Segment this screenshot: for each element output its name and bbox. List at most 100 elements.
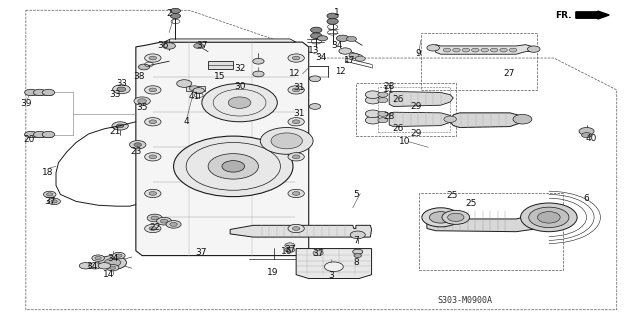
Text: 19: 19 xyxy=(266,268,278,277)
Circle shape xyxy=(346,36,357,42)
Circle shape xyxy=(285,247,295,252)
Circle shape xyxy=(92,255,105,261)
Circle shape xyxy=(208,154,258,179)
Text: 16: 16 xyxy=(281,247,292,256)
Text: 21: 21 xyxy=(110,127,121,136)
Circle shape xyxy=(448,213,464,221)
Circle shape xyxy=(110,266,116,269)
Circle shape xyxy=(529,207,569,228)
Circle shape xyxy=(339,48,352,54)
Circle shape xyxy=(145,153,161,161)
Bar xyxy=(356,83,457,136)
Circle shape xyxy=(189,86,199,91)
Circle shape xyxy=(25,89,37,96)
Circle shape xyxy=(149,88,157,92)
Circle shape xyxy=(33,131,46,138)
Circle shape xyxy=(145,118,161,126)
Circle shape xyxy=(336,35,349,42)
Circle shape xyxy=(354,254,362,258)
Text: 41: 41 xyxy=(188,92,200,101)
Circle shape xyxy=(42,89,55,96)
Bar xyxy=(208,61,233,69)
Circle shape xyxy=(171,8,180,13)
Circle shape xyxy=(327,13,338,19)
Circle shape xyxy=(353,249,363,254)
Circle shape xyxy=(149,120,157,124)
Circle shape xyxy=(292,88,300,92)
Text: 23: 23 xyxy=(130,147,142,156)
Circle shape xyxy=(157,217,172,225)
Text: 33: 33 xyxy=(116,79,127,88)
Text: 22: 22 xyxy=(149,223,160,232)
Circle shape xyxy=(112,122,129,130)
Circle shape xyxy=(139,64,150,70)
Circle shape xyxy=(365,91,381,99)
Circle shape xyxy=(471,48,479,52)
Circle shape xyxy=(147,214,163,222)
Circle shape xyxy=(117,124,124,128)
Circle shape xyxy=(138,99,147,103)
Text: 14: 14 xyxy=(103,269,115,279)
Circle shape xyxy=(193,44,203,49)
Text: 8: 8 xyxy=(353,258,358,267)
Text: 39: 39 xyxy=(20,99,32,108)
Circle shape xyxy=(500,48,507,52)
Circle shape xyxy=(43,191,56,197)
Polygon shape xyxy=(435,45,534,54)
Circle shape xyxy=(145,54,161,62)
Circle shape xyxy=(253,58,264,64)
Text: 31: 31 xyxy=(294,109,305,118)
Circle shape xyxy=(149,192,157,196)
Circle shape xyxy=(99,256,127,270)
Text: 1: 1 xyxy=(334,8,340,17)
Circle shape xyxy=(365,96,381,104)
Circle shape xyxy=(365,116,381,124)
Circle shape xyxy=(288,189,304,197)
Polygon shape xyxy=(427,204,561,232)
Circle shape xyxy=(311,27,322,33)
Text: S303-M0900A: S303-M0900A xyxy=(438,296,493,305)
Circle shape xyxy=(130,140,146,149)
Bar xyxy=(378,87,450,132)
Circle shape xyxy=(378,92,388,97)
Circle shape xyxy=(292,155,300,159)
Text: FR.: FR. xyxy=(555,11,571,20)
Circle shape xyxy=(117,87,126,92)
Circle shape xyxy=(51,200,57,203)
Circle shape xyxy=(161,219,168,223)
Text: 29: 29 xyxy=(410,129,421,138)
Circle shape xyxy=(365,110,381,118)
Circle shape xyxy=(222,161,244,172)
Circle shape xyxy=(166,220,181,228)
Circle shape xyxy=(444,116,457,123)
Text: 9: 9 xyxy=(416,49,421,58)
Text: 25: 25 xyxy=(446,191,458,200)
Text: 26: 26 xyxy=(392,95,404,104)
Text: 31: 31 xyxy=(294,83,305,92)
Circle shape xyxy=(105,259,121,267)
Text: 34: 34 xyxy=(107,254,118,263)
Polygon shape xyxy=(136,42,309,256)
Circle shape xyxy=(292,56,300,60)
Circle shape xyxy=(47,193,53,196)
Circle shape xyxy=(481,48,488,52)
Text: 34: 34 xyxy=(316,53,327,62)
Text: 17: 17 xyxy=(344,56,355,65)
Circle shape xyxy=(42,131,55,138)
Circle shape xyxy=(378,111,388,116)
Circle shape xyxy=(520,203,577,232)
Polygon shape xyxy=(230,225,372,237)
Circle shape xyxy=(288,118,304,126)
Text: 27: 27 xyxy=(503,69,514,78)
Text: 6: 6 xyxy=(583,194,590,203)
Text: 38: 38 xyxy=(133,72,145,81)
Circle shape xyxy=(171,13,180,19)
Text: 26: 26 xyxy=(392,124,404,132)
Circle shape xyxy=(288,224,304,233)
Circle shape xyxy=(134,143,142,147)
Circle shape xyxy=(350,231,365,239)
Text: 2: 2 xyxy=(166,9,172,18)
Text: 12: 12 xyxy=(289,69,301,78)
Circle shape xyxy=(151,216,159,220)
Circle shape xyxy=(260,127,313,154)
